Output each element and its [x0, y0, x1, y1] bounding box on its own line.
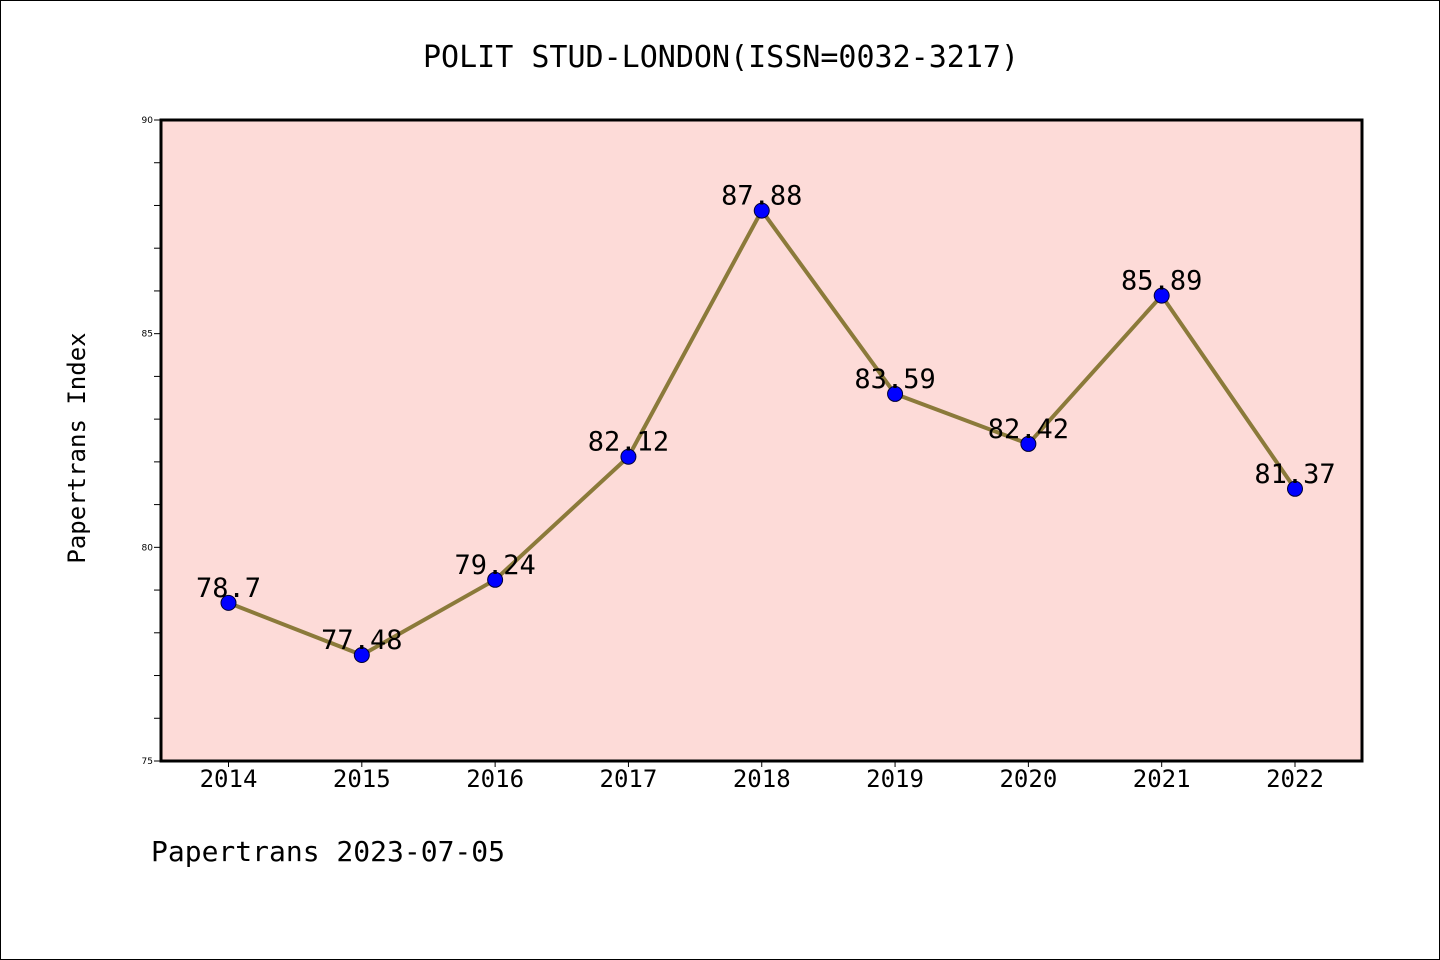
x-tick-label: 2020: [999, 765, 1057, 793]
x-tick-label: 2015: [333, 765, 391, 793]
series-group: [220, 202, 1303, 664]
y-tick-label: 85: [142, 330, 153, 340]
data-label: 83.59: [854, 364, 935, 395]
data-point: [487, 571, 504, 588]
footer-note: Papertrans 2023-07-05: [151, 835, 506, 868]
x-tick-label: 2021: [1133, 765, 1191, 793]
x-axis: 2014 2015 2016 2017 2018 2019 2020 2021 2022: [200, 761, 1324, 793]
data-point: [1287, 480, 1303, 497]
x-tick-label: 2017: [600, 765, 658, 793]
data-label: 77.48: [321, 625, 402, 656]
data-label: 87.88: [721, 181, 802, 212]
y-axis-label: Papertrans Index: [63, 332, 91, 563]
data-point: [620, 448, 637, 465]
data-label: 82.42: [988, 414, 1069, 445]
data-label: 78.7: [196, 573, 261, 604]
data-point: [353, 647, 370, 664]
data-label: 85.89: [1121, 266, 1202, 297]
x-tick-label: 2016: [466, 765, 524, 793]
data-label: 79.24: [454, 550, 535, 581]
y-tick-label: 75: [142, 757, 153, 767]
data-labels-group: 78.7 77.48 79.24 82.12 87.88 83.59 82.42 85.89 8…: [196, 181, 1336, 656]
data-point: [1020, 435, 1037, 452]
x-tick-label: 2018: [733, 765, 791, 793]
x-tick-label: 2014: [200, 765, 258, 793]
data-point: [1153, 287, 1170, 304]
data-point: [753, 202, 770, 219]
data-label: 82.12: [588, 427, 669, 458]
data-point: [887, 385, 904, 402]
chart-title: POLIT STUD-LONDON(ISSN=0032-3217): [423, 40, 1019, 75]
data-point: [220, 594, 237, 611]
x-tick-label: 2022: [1266, 765, 1324, 793]
data-label: 81.37: [1254, 459, 1335, 490]
y-tick-label: 90: [142, 116, 154, 126]
y-axis: 75 80 85 90: [142, 116, 161, 767]
x-tick-label: 2019: [866, 765, 924, 793]
y-tick-label: 80: [142, 543, 154, 553]
